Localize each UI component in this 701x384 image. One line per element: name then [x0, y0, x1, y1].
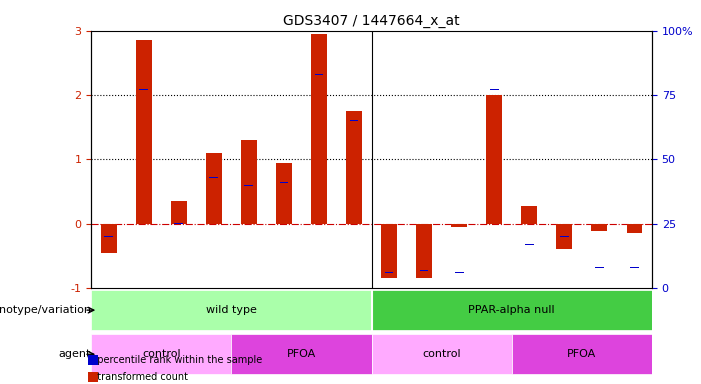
Bar — [592, 224, 607, 232]
Bar — [350, 120, 358, 121]
Text: wild type: wild type — [206, 305, 257, 315]
Bar — [280, 182, 288, 183]
Bar — [455, 272, 463, 273]
Bar — [490, 89, 498, 90]
Bar — [630, 267, 639, 268]
Bar — [416, 224, 432, 278]
Bar — [171, 201, 186, 224]
Bar — [139, 89, 148, 90]
Text: PPAR-alpha null: PPAR-alpha null — [468, 305, 555, 315]
Bar — [101, 224, 116, 253]
Text: agent: agent — [59, 349, 91, 359]
Bar — [346, 111, 362, 224]
Bar — [210, 177, 218, 178]
Bar — [136, 40, 151, 224]
Bar — [385, 272, 393, 273]
FancyBboxPatch shape — [91, 334, 231, 374]
FancyBboxPatch shape — [372, 290, 652, 330]
Text: transformed count: transformed count — [91, 372, 188, 382]
Bar — [560, 236, 569, 237]
Bar — [525, 244, 533, 245]
Text: percentile rank within the sample: percentile rank within the sample — [91, 355, 262, 365]
Bar — [557, 224, 572, 250]
Bar — [241, 140, 257, 224]
Text: PFOA: PFOA — [287, 349, 316, 359]
Bar — [486, 95, 502, 224]
Bar — [595, 267, 604, 268]
Text: genotype/variation: genotype/variation — [0, 305, 91, 315]
Bar — [104, 236, 113, 237]
Text: control: control — [422, 349, 461, 359]
Bar — [311, 34, 327, 224]
Bar — [276, 162, 292, 224]
Text: control: control — [142, 349, 181, 359]
FancyBboxPatch shape — [372, 334, 512, 374]
Bar — [451, 224, 467, 227]
Title: GDS3407 / 1447664_x_at: GDS3407 / 1447664_x_at — [283, 14, 460, 28]
Bar — [522, 206, 537, 224]
FancyBboxPatch shape — [512, 334, 652, 374]
Bar — [206, 153, 222, 224]
FancyBboxPatch shape — [231, 334, 372, 374]
Bar — [315, 74, 323, 75]
Bar — [381, 224, 397, 278]
FancyBboxPatch shape — [91, 290, 372, 330]
Text: PFOA: PFOA — [567, 349, 597, 359]
Bar — [627, 224, 642, 233]
Bar — [175, 223, 183, 224]
